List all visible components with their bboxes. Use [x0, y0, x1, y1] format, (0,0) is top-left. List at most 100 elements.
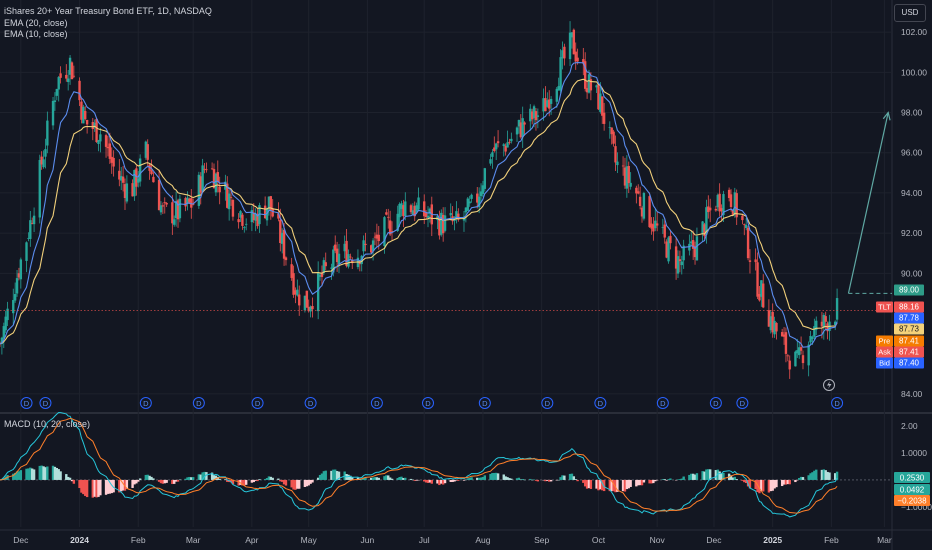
- macd-hist-bar: [563, 475, 566, 480]
- candle-body: [118, 170, 121, 180]
- macd-hist-bar: [623, 479, 627, 492]
- dividend-marker: [39, 397, 52, 409]
- candle-body: [305, 290, 308, 308]
- candle-body: [815, 320, 818, 330]
- candle-body: [559, 57, 562, 91]
- macd-hist-bar: [159, 479, 163, 484]
- ema20-legend[interactable]: EMA (20, close): [4, 18, 68, 28]
- macd-hist-bar: [138, 478, 142, 480]
- price-label-value: 87.73: [899, 325, 920, 334]
- candle-body: [184, 198, 187, 207]
- candle-body: [612, 131, 615, 144]
- macd-hist-bar: [438, 479, 441, 486]
- candle-body: [701, 221, 704, 234]
- candle-body: [665, 241, 668, 258]
- candle-body: [680, 261, 683, 266]
- macd-hist-bar: [828, 472, 831, 480]
- candle-body: [165, 203, 168, 205]
- candle-body: [574, 51, 577, 62]
- candle-body: [627, 165, 630, 184]
- candle-body: [635, 187, 638, 194]
- candle-body: [19, 259, 23, 280]
- time-tick-label: Sep: [534, 535, 549, 545]
- ema20-line: [0, 78, 838, 345]
- candle-body: [585, 88, 589, 93]
- candle-body: [216, 172, 219, 182]
- macd-hist-bar: [714, 470, 718, 480]
- candle-body: [263, 205, 267, 219]
- price-label-box: [894, 357, 924, 369]
- candle-body: [85, 119, 89, 125]
- macd-hist-bar: [735, 479, 738, 480]
- candle-body: [197, 174, 201, 206]
- macd-hist-bar: [311, 479, 314, 483]
- ema10-legend[interactable]: EMA (10, close): [4, 29, 68, 39]
- macd-hist-bar: [612, 479, 615, 492]
- macd-hist-bar: [544, 479, 547, 482]
- macd-hist-bar: [263, 479, 267, 480]
- candle-body: [733, 192, 737, 216]
- macd-hist-bar: [640, 479, 644, 486]
- macd-hist-bar: [106, 479, 110, 494]
- candle-body: [337, 253, 341, 265]
- candle-body: [95, 118, 98, 143]
- candle-body: [494, 143, 498, 150]
- macd-hist-bar: [674, 479, 678, 481]
- macd-hist-bar: [271, 477, 274, 480]
- price-label-box: [894, 301, 924, 313]
- macd-hist-bar: [815, 469, 818, 480]
- candle-body: [161, 205, 165, 207]
- dividend-marker-label: D: [143, 399, 149, 408]
- candle-body: [231, 199, 235, 217]
- macd-hist-bar: [690, 473, 693, 480]
- candle-body: [104, 135, 108, 147]
- candle-body: [72, 75, 76, 77]
- macd-hist-bar: [479, 477, 483, 480]
- candle-body: [703, 224, 706, 237]
- macd-hist-bar: [451, 479, 454, 482]
- macd-hist-bar: [731, 477, 735, 480]
- macd-hist-bar: [334, 469, 337, 480]
- candle-body: [307, 306, 310, 312]
- macd-hist-bar: [95, 479, 98, 498]
- macd-hist-bar: [466, 478, 469, 480]
- time-tick-label: Jul: [419, 535, 430, 545]
- time-tick-label: Mar: [186, 535, 201, 545]
- macd-hist-bar: [549, 479, 553, 482]
- macd-hist-bar: [430, 479, 433, 484]
- price-tick-label: 92.00: [901, 228, 923, 238]
- macd-hist-bar: [441, 479, 445, 485]
- symbol-legend[interactable]: iShares 20+ Year Treasury Bond ETF, 1D, …: [4, 6, 212, 16]
- dividend-marker: [192, 397, 205, 409]
- macd-hist-bar: [775, 479, 778, 488]
- macd-hist-bar: [121, 479, 125, 491]
- macd-hist-bar: [616, 479, 619, 492]
- candle-body: [318, 275, 322, 277]
- macd-hist-bar: [57, 469, 60, 480]
- candle-body: [655, 223, 659, 226]
- macd-hist-bar: [493, 472, 496, 480]
- macd-hist-bar: [796, 479, 799, 481]
- macd-legend[interactable]: MACD (10, 20, close): [4, 419, 91, 429]
- candle-body: [599, 93, 602, 112]
- macd-hist-bar: [515, 478, 519, 480]
- candle-body: [801, 355, 805, 364]
- macd-hist-bar: [19, 470, 23, 480]
- macd-hist-bar: [669, 478, 672, 480]
- macd-hist-bar: [555, 479, 558, 481]
- candle-body: [799, 347, 803, 351]
- candle-body: [125, 183, 129, 202]
- macd-hist-bar: [165, 479, 168, 483]
- candle-body: [349, 256, 352, 258]
- macd-hist-bar: [400, 476, 403, 480]
- currency-button[interactable]: USD: [894, 4, 926, 22]
- macd-hist-bar: [676, 479, 680, 480]
- candle-body: [6, 308, 9, 321]
- candle-body: [440, 212, 443, 235]
- candle-body: [252, 212, 255, 221]
- price-label-prefix: Bid: [879, 359, 890, 368]
- macd-hist-bar: [496, 473, 500, 480]
- macd-hist-bar: [370, 477, 373, 480]
